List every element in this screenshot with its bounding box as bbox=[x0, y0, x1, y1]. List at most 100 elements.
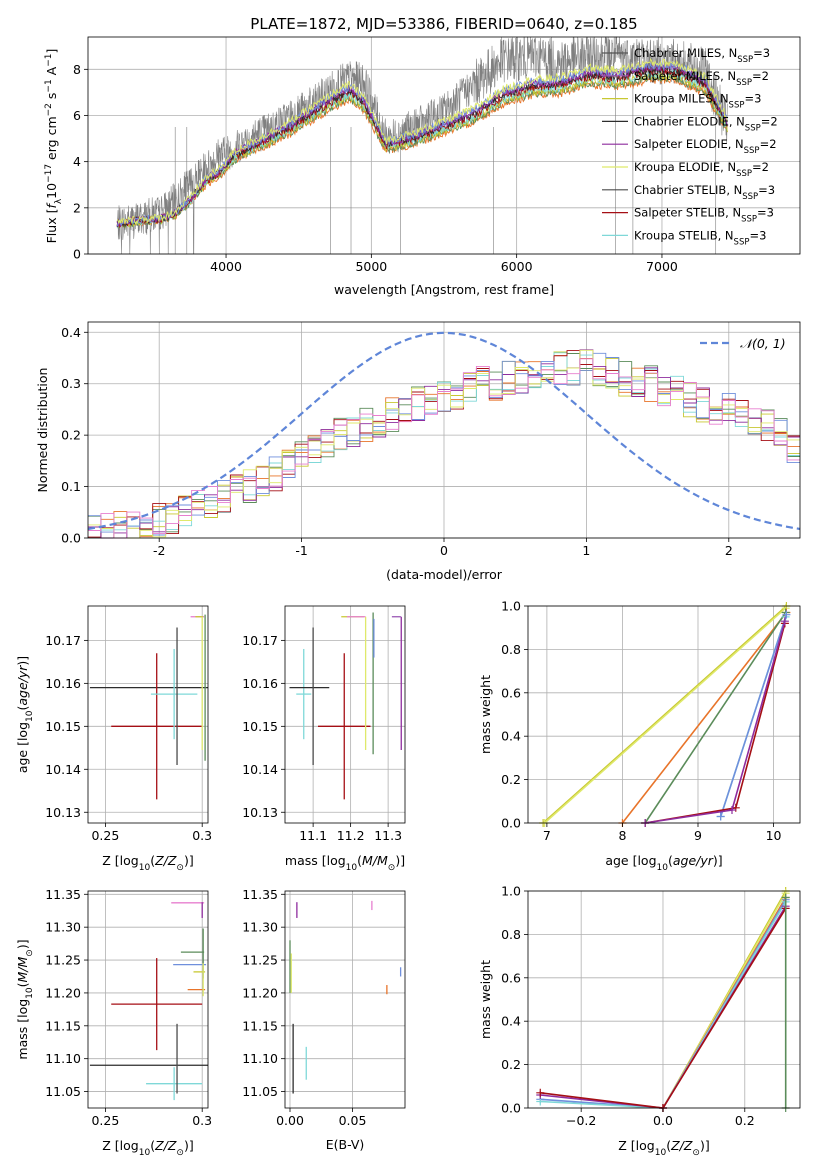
plot-area-age-vs-mass bbox=[289, 612, 402, 800]
x-axis-label: (data-model)/error bbox=[386, 567, 503, 582]
y-tick-label: 0.0 bbox=[61, 531, 81, 546]
legend-label: Kroupa ELODIE, NSSP=2 bbox=[634, 160, 769, 179]
legend-subscript: SSP bbox=[737, 55, 753, 65]
legend-text: Salpeter MILES, N bbox=[634, 69, 736, 83]
label-part: erg cm bbox=[44, 116, 59, 164]
legend-text: =3 bbox=[744, 92, 761, 106]
legend-item: Salpeter MILES, NSSP=2 bbox=[602, 69, 769, 88]
y-tick-label: 10.15 bbox=[45, 719, 81, 734]
series bbox=[716, 610, 791, 821]
legend-label: Chabrier ELODIE, NSSP=2 bbox=[634, 114, 778, 133]
legend-text: Salpeter STELIB, N bbox=[634, 206, 741, 220]
y-tick-label: 0.2 bbox=[61, 428, 81, 443]
legend-text: Kroupa ELODIE, N bbox=[634, 160, 736, 174]
label-part: −17 bbox=[44, 164, 54, 183]
y-tick-label: 10.13 bbox=[242, 805, 278, 820]
label-part: 10 bbox=[657, 863, 669, 873]
x-tick-label: -1 bbox=[295, 543, 307, 558]
plot-area-mass-vs-Z bbox=[89, 902, 208, 1101]
x-tick-label: 7 bbox=[543, 828, 551, 843]
x-tick-label: 0.3 bbox=[192, 828, 212, 843]
series-line bbox=[621, 612, 788, 824]
legend-item: Salpeter ELODIE, NSSP=2 bbox=[602, 137, 777, 156]
y-tick-label: 2 bbox=[73, 200, 81, 215]
y-axis-label: Flux [fλ10−17 erg cm−2 s−1 A−1] bbox=[44, 49, 64, 244]
label-part: λ bbox=[54, 198, 64, 204]
x-tick-label: 0.25 bbox=[91, 828, 119, 843]
label-part: age/yr bbox=[15, 665, 30, 706]
legend-label: Salpeter ELODIE, NSSP=2 bbox=[634, 137, 777, 156]
legend-subscript: SSP bbox=[736, 78, 752, 88]
label-part: 10 bbox=[139, 863, 151, 873]
plot-area-residuals bbox=[87, 331, 801, 539]
label-part: M/M bbox=[362, 853, 388, 868]
x-tick-label: 8 bbox=[618, 828, 626, 843]
y-tick-label: 11.20 bbox=[242, 985, 278, 1000]
ticks-residuals: -2 -1 0 1 2 0.0 0.1 0.2 0.3 0.4 bbox=[61, 325, 733, 558]
legend: 𝒩(0, 1) bbox=[700, 336, 786, 351]
legend-item: Salpeter STELIB, NSSP=3 bbox=[602, 206, 774, 225]
legend-item: Chabrier MILES, NSSP=3 bbox=[602, 46, 770, 65]
legend-text: =2 bbox=[760, 137, 777, 151]
label-part: )] bbox=[184, 853, 194, 868]
legend-text: Chabrier STELIB, N bbox=[634, 183, 742, 197]
legend-text: Kroupa MILES, N bbox=[634, 92, 729, 106]
label-part: mass [log bbox=[15, 999, 30, 1060]
panel-mass-weight-vs-Z: −0.2 0.0 0.2 0.0 0.2 0.4 0.6 0.8 1.0 Z [log10(Z/Z… bbox=[478, 884, 801, 1158]
y-axis-label: Normed distribution bbox=[35, 368, 50, 493]
legend-item: Kroupa STELIB, NSSP=3 bbox=[602, 228, 766, 247]
legend-text: Chabrier ELODIE, N bbox=[634, 114, 745, 128]
label-part: )] bbox=[15, 939, 30, 949]
label-part: ( bbox=[150, 853, 155, 868]
y-tick-label: 11.30 bbox=[242, 920, 278, 935]
x-tick-label: 1 bbox=[582, 543, 590, 558]
series-line bbox=[644, 612, 787, 824]
data-point bbox=[146, 1067, 203, 1101]
residual-histogram bbox=[88, 349, 800, 539]
label-part: 10 bbox=[25, 987, 35, 999]
series-line bbox=[544, 607, 787, 824]
legend-label: Kroupa STELIB, NSSP=3 bbox=[634, 228, 766, 247]
series-marker bbox=[782, 610, 791, 619]
label-part: age/yr bbox=[673, 853, 714, 868]
y-tick-label: 10.16 bbox=[45, 676, 81, 691]
grid-mass-vs-ebv bbox=[285, 891, 405, 1108]
y-tick-label: 11.25 bbox=[242, 953, 278, 968]
legend-text: Chabrier MILES, N bbox=[634, 46, 737, 60]
x-tick-label: 11.1 bbox=[299, 828, 327, 843]
y-tick-label: 10.15 bbox=[242, 719, 278, 734]
legend-item: Chabrier STELIB, NSSP=3 bbox=[602, 183, 775, 202]
series-line bbox=[719, 614, 788, 817]
y-tick-label: 10.14 bbox=[242, 762, 278, 777]
series-marker bbox=[780, 617, 789, 626]
x-tick-label: 10 bbox=[766, 828, 782, 843]
x-tick-label: 0.0 bbox=[653, 1113, 673, 1128]
x-axis-label: Z [log10(Z/Z⊙)] bbox=[618, 1138, 709, 1158]
plot-area-mass-vs-ebv bbox=[289, 900, 402, 1094]
y-tick-label: 0.8 bbox=[501, 642, 521, 657]
figure-title: PLATE=1872, MJD=53386, FIBERID=0640, z=0… bbox=[250, 15, 637, 33]
legend-text: =3 bbox=[749, 228, 766, 242]
y-tick-label: 0.0 bbox=[501, 1101, 521, 1116]
x-tick-label: 11.2 bbox=[337, 828, 365, 843]
x-tick-label: 0 bbox=[440, 543, 448, 558]
y-tick-label: 10.16 bbox=[242, 676, 278, 691]
y-tick-label: 1.0 bbox=[501, 599, 521, 614]
y-tick-label: 0 bbox=[73, 247, 81, 262]
y-tick-label: 0.4 bbox=[501, 729, 521, 744]
y-tick-label: 11.30 bbox=[45, 920, 81, 935]
axes-frame-spectrum bbox=[87, 36, 801, 255]
data-point bbox=[318, 653, 371, 800]
legend-text: =3 bbox=[757, 206, 774, 220]
legend-label: Salpeter MILES, NSSP=2 bbox=[634, 69, 769, 88]
y-tick-label: 0.3 bbox=[61, 376, 81, 391]
label-part: ( bbox=[357, 853, 362, 868]
label-part: mass [log bbox=[285, 853, 346, 868]
y-tick-label: 0.2 bbox=[501, 1057, 521, 1072]
y-tick-label: 11.20 bbox=[45, 985, 81, 1000]
label-part: 10 bbox=[139, 1148, 151, 1158]
y-tick-label: 11.15 bbox=[45, 1018, 81, 1033]
x-tick-label: 0.25 bbox=[91, 1113, 119, 1128]
